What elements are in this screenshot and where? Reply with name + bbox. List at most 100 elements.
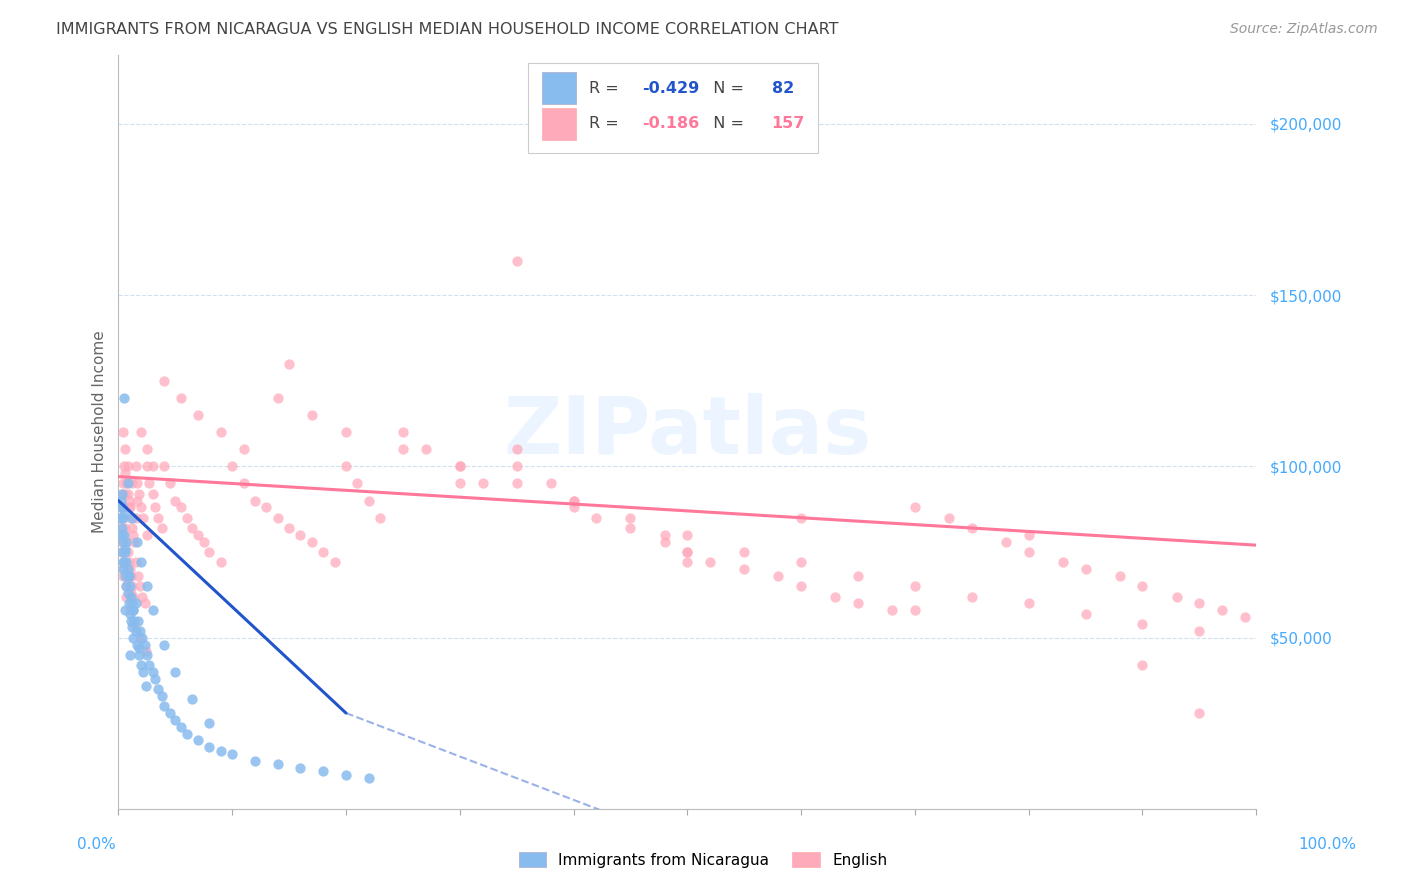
Point bbox=[111, 528, 134, 542]
Point bbox=[114, 521, 136, 535]
Point bbox=[118, 562, 141, 576]
Point bbox=[115, 555, 138, 569]
Point bbox=[134, 596, 156, 610]
Point bbox=[505, 253, 527, 268]
Point bbox=[1052, 555, 1074, 569]
Point bbox=[193, 534, 215, 549]
Point bbox=[134, 638, 156, 652]
Point bbox=[153, 459, 176, 474]
Point bbox=[128, 640, 150, 655]
Point bbox=[114, 442, 136, 457]
Point bbox=[111, 562, 134, 576]
Point bbox=[846, 596, 869, 610]
Point bbox=[1074, 562, 1097, 576]
Point bbox=[232, 476, 254, 491]
Point bbox=[150, 689, 173, 703]
Point bbox=[118, 603, 141, 617]
Point bbox=[170, 500, 193, 515]
Point bbox=[392, 442, 415, 457]
Point bbox=[129, 500, 152, 515]
Text: R =: R = bbox=[589, 116, 624, 131]
Point bbox=[619, 521, 641, 535]
Point bbox=[243, 493, 266, 508]
Point bbox=[505, 459, 527, 474]
Point bbox=[118, 500, 141, 515]
FancyBboxPatch shape bbox=[541, 72, 576, 104]
Point bbox=[118, 648, 141, 662]
Point bbox=[124, 596, 146, 610]
Point bbox=[142, 665, 165, 679]
Point bbox=[135, 644, 157, 658]
Point bbox=[938, 510, 960, 524]
Point bbox=[125, 534, 148, 549]
Text: IMMIGRANTS FROM NICARAGUA VS ENGLISH MEDIAN HOUSEHOLD INCOME CORRELATION CHART: IMMIGRANTS FROM NICARAGUA VS ENGLISH MED… bbox=[56, 22, 839, 37]
Point bbox=[449, 459, 471, 474]
Point bbox=[1018, 528, 1040, 542]
Point bbox=[112, 459, 135, 474]
Point bbox=[267, 757, 290, 772]
Point bbox=[112, 508, 135, 522]
Point bbox=[278, 357, 301, 371]
Point bbox=[335, 459, 357, 474]
Point bbox=[121, 579, 143, 593]
Point bbox=[118, 555, 141, 569]
Point bbox=[1188, 706, 1211, 720]
Point bbox=[505, 476, 527, 491]
Point bbox=[121, 620, 143, 634]
Point bbox=[562, 500, 585, 515]
Point bbox=[335, 425, 357, 439]
Point bbox=[131, 590, 153, 604]
Point bbox=[135, 442, 157, 457]
Point bbox=[122, 631, 145, 645]
Point bbox=[117, 562, 139, 576]
Point bbox=[768, 569, 790, 583]
Point bbox=[122, 590, 145, 604]
Point bbox=[111, 487, 134, 501]
Point bbox=[118, 500, 141, 515]
Point bbox=[392, 425, 415, 439]
Point bbox=[110, 521, 132, 535]
Point bbox=[143, 500, 166, 515]
Point bbox=[540, 476, 562, 491]
Point bbox=[114, 545, 136, 559]
Point bbox=[121, 476, 143, 491]
Point bbox=[112, 555, 135, 569]
Point bbox=[129, 631, 152, 645]
Point bbox=[112, 500, 135, 515]
Point bbox=[118, 569, 141, 583]
Point bbox=[142, 487, 165, 501]
Y-axis label: Median Household Income: Median Household Income bbox=[93, 331, 107, 533]
Point bbox=[115, 476, 138, 491]
Point bbox=[232, 442, 254, 457]
Point bbox=[112, 562, 135, 576]
Point bbox=[994, 534, 1017, 549]
Point bbox=[124, 459, 146, 474]
Point bbox=[187, 733, 209, 747]
Point bbox=[562, 493, 585, 508]
Point bbox=[1018, 545, 1040, 559]
Point bbox=[120, 590, 142, 604]
Point bbox=[120, 569, 142, 583]
Point bbox=[654, 534, 676, 549]
Point bbox=[170, 720, 193, 734]
Point bbox=[125, 638, 148, 652]
Legend: Immigrants from Nicaragua, English: Immigrants from Nicaragua, English bbox=[513, 846, 893, 873]
Point bbox=[115, 590, 138, 604]
Text: N =: N = bbox=[703, 81, 749, 95]
Text: 0.0%: 0.0% bbox=[77, 838, 117, 852]
Point bbox=[132, 665, 155, 679]
Point bbox=[117, 586, 139, 600]
Text: -0.429: -0.429 bbox=[641, 81, 699, 95]
Point bbox=[112, 528, 135, 542]
Point bbox=[122, 528, 145, 542]
Text: -0.186: -0.186 bbox=[641, 116, 699, 131]
Point bbox=[1132, 658, 1154, 673]
Point bbox=[882, 603, 904, 617]
Point bbox=[312, 545, 335, 559]
Point bbox=[131, 631, 153, 645]
Point bbox=[290, 761, 312, 775]
Point bbox=[1074, 607, 1097, 621]
Point bbox=[153, 374, 176, 388]
Point bbox=[165, 493, 187, 508]
Point bbox=[115, 579, 138, 593]
